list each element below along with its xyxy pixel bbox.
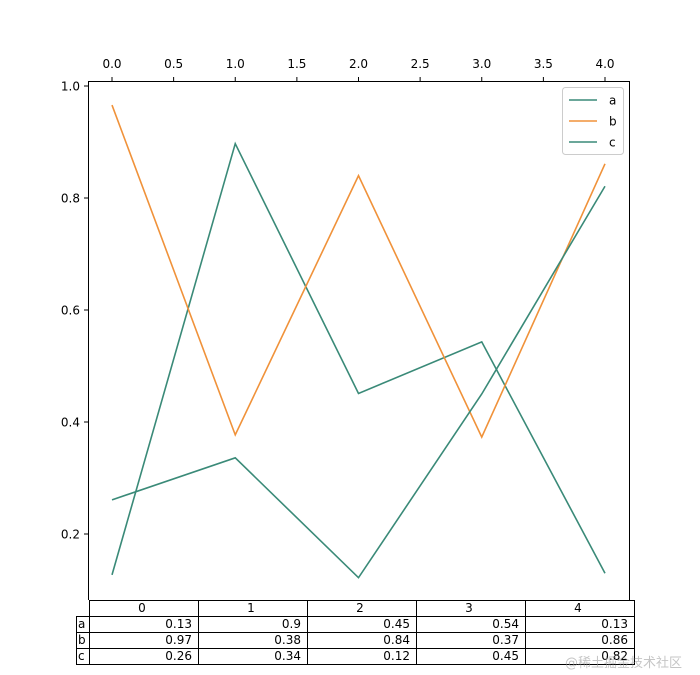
axes-frame xyxy=(88,81,630,600)
table-cell: 0.82 xyxy=(525,648,635,665)
table-row: a 0.13 0.9 0.45 0.54 0.13 xyxy=(76,616,635,633)
x-tick-label: 3.5 xyxy=(534,57,553,71)
table-cell: 0.13 xyxy=(89,616,199,633)
line-chart: 0.0 0.5 1.0 1.5 2.0 2.5 3.0 3.5 4.0 0.2 0.4 0.6 0.8… xyxy=(61,57,630,600)
table-cell: 0.45 xyxy=(416,648,526,665)
table-cell: 0.84 xyxy=(307,632,417,649)
table-cell: 0.86 xyxy=(525,632,635,649)
table-row: b 0.97 0.38 0.84 0.37 0.86 xyxy=(76,632,635,649)
legend-label: c xyxy=(609,136,616,150)
y-tick-label: 1.0 xyxy=(61,80,80,94)
y-tick-label: 0.8 xyxy=(61,192,80,206)
table-col-header: 2 xyxy=(307,600,417,617)
series-line-c xyxy=(111,185,606,579)
table-col-header: 3 xyxy=(416,600,526,617)
y-axis: 0.2 0.4 0.6 0.8 1.0 xyxy=(61,80,89,542)
table-row-label: b xyxy=(76,632,90,649)
x-tick-label: 1.0 xyxy=(226,57,245,71)
table-cell: 0.26 xyxy=(89,648,199,665)
x-tick-label: 2.5 xyxy=(411,57,430,71)
series-line-b xyxy=(111,104,606,440)
table-cell: 0.45 xyxy=(307,616,417,633)
legend-label: b xyxy=(609,115,617,129)
table-row: c 0.26 0.34 0.12 0.45 0.82 xyxy=(76,648,635,665)
legend: abc xyxy=(562,87,624,155)
data-table: 0 1 2 3 4 a 0.13 0.9 0.45 0.54 0.13 b 0.… xyxy=(76,600,635,665)
table-col-header: 0 xyxy=(89,600,199,617)
x-tick-label: 3.0 xyxy=(472,57,491,71)
x-tick-label: 0.5 xyxy=(164,57,183,71)
table-header-row: 0 1 2 3 4 xyxy=(77,600,635,617)
table-col-header: 4 xyxy=(525,600,635,617)
table-row-label: a xyxy=(76,616,90,633)
table-cell: 0.34 xyxy=(198,648,308,665)
y-tick-label: 0.2 xyxy=(61,528,80,542)
table-cell: 0.54 xyxy=(416,616,526,633)
x-axis-top: 0.0 0.5 1.0 1.5 2.0 2.5 3.0 3.5 4.0 xyxy=(102,57,615,82)
legend-label: a xyxy=(609,94,616,108)
table-col-header: 1 xyxy=(198,600,308,617)
x-tick-label: 2.0 xyxy=(349,57,368,71)
table-row-label: c xyxy=(76,648,90,665)
y-tick-label: 0.6 xyxy=(61,304,80,318)
table-cell: 0.13 xyxy=(525,616,635,633)
y-tick-label: 0.4 xyxy=(61,416,80,430)
watermark: @稀土掘金技术社区 xyxy=(565,656,683,671)
x-tick-label: 0.0 xyxy=(102,57,121,71)
table-cell: 0.9 xyxy=(198,616,308,633)
plot-lines xyxy=(111,104,606,579)
table-cell: 0.97 xyxy=(89,632,199,649)
x-tick-label: 1.5 xyxy=(287,57,306,71)
table-cell: 0.38 xyxy=(198,632,308,649)
series-line-a xyxy=(111,141,606,576)
table-cell: 0.12 xyxy=(307,648,417,665)
table-cell: 0.37 xyxy=(416,632,526,649)
x-tick-label: 4.0 xyxy=(595,57,614,71)
